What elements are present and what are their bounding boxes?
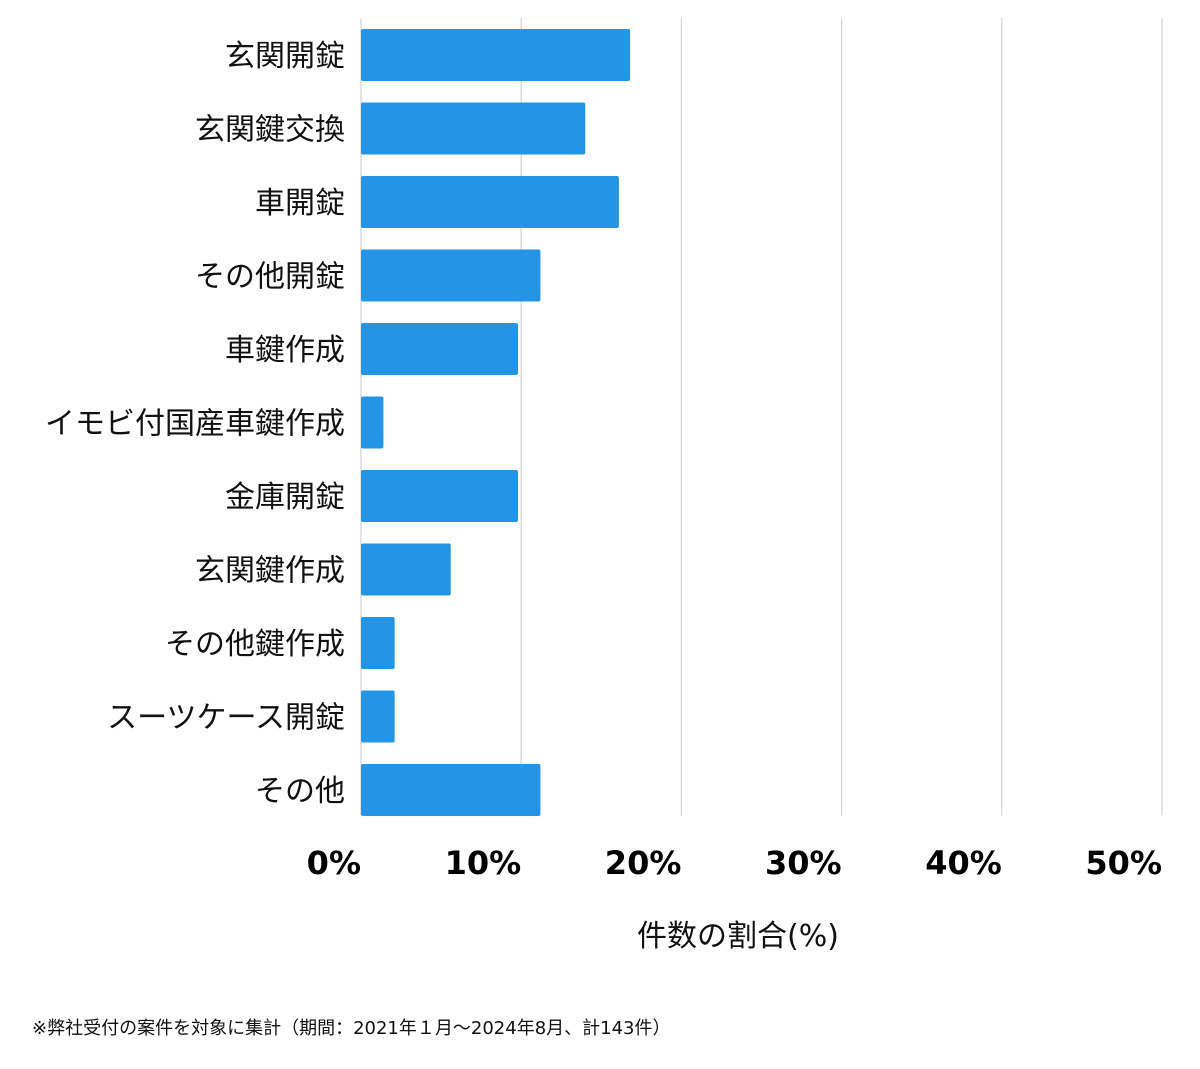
bar-1 (361, 29, 631, 81)
bar-9 (361, 617, 395, 669)
x-tick-label: 0% (307, 844, 361, 882)
category-label: イモビ付国産車鍵作成 (45, 407, 345, 442)
bar-8 (361, 543, 451, 596)
x-axis-title: 件数の割合(%) (637, 919, 839, 954)
bar-5 (361, 323, 518, 375)
tick-labels: 0% 10% 20% 30% 40% 50% (307, 844, 1162, 882)
category-label: 玄関開錠 (225, 39, 345, 74)
bar-6 (361, 396, 384, 449)
category-label: その他鍵作成 (165, 627, 345, 662)
bar-4 (361, 249, 541, 302)
category-label: 車開錠 (255, 186, 345, 221)
bar-2 (361, 102, 586, 155)
bar-7 (361, 470, 518, 522)
x-tick-label: 30% (765, 844, 842, 882)
category-label: その他 (255, 774, 345, 809)
footnote: ※弊社受付の案件を対象に集計（期間：2021年１月〜2024年8月、計143件） (32, 1018, 671, 1039)
x-tick-label: 40% (925, 844, 1002, 882)
x-tick-label: 10% (445, 844, 522, 882)
bar-chart: 玄関開錠玄関鍵交換車開錠その他開錠車鍵作成イモビ付国産車鍵作成金庫開錠玄関鍵作成… (45, 18, 1163, 954)
category-label: スーツケース開錠 (107, 701, 345, 736)
category-labels: 玄関開錠玄関鍵交換車開錠その他開錠車鍵作成イモビ付国産車鍵作成金庫開錠玄関鍵作成… (45, 39, 345, 809)
bar-3 (361, 176, 619, 228)
category-label: 金庫開錠 (225, 480, 345, 515)
x-tick-label: 50% (1085, 844, 1162, 882)
category-label: 玄関鍵交換 (195, 113, 345, 148)
bars (361, 29, 631, 816)
category-label: その他開錠 (195, 260, 345, 295)
bar-11 (361, 764, 541, 816)
x-tick-label: 20% (605, 844, 682, 882)
bar-10 (361, 690, 395, 743)
category-label: 車鍵作成 (225, 333, 345, 368)
category-label: 玄関鍵作成 (195, 554, 345, 589)
